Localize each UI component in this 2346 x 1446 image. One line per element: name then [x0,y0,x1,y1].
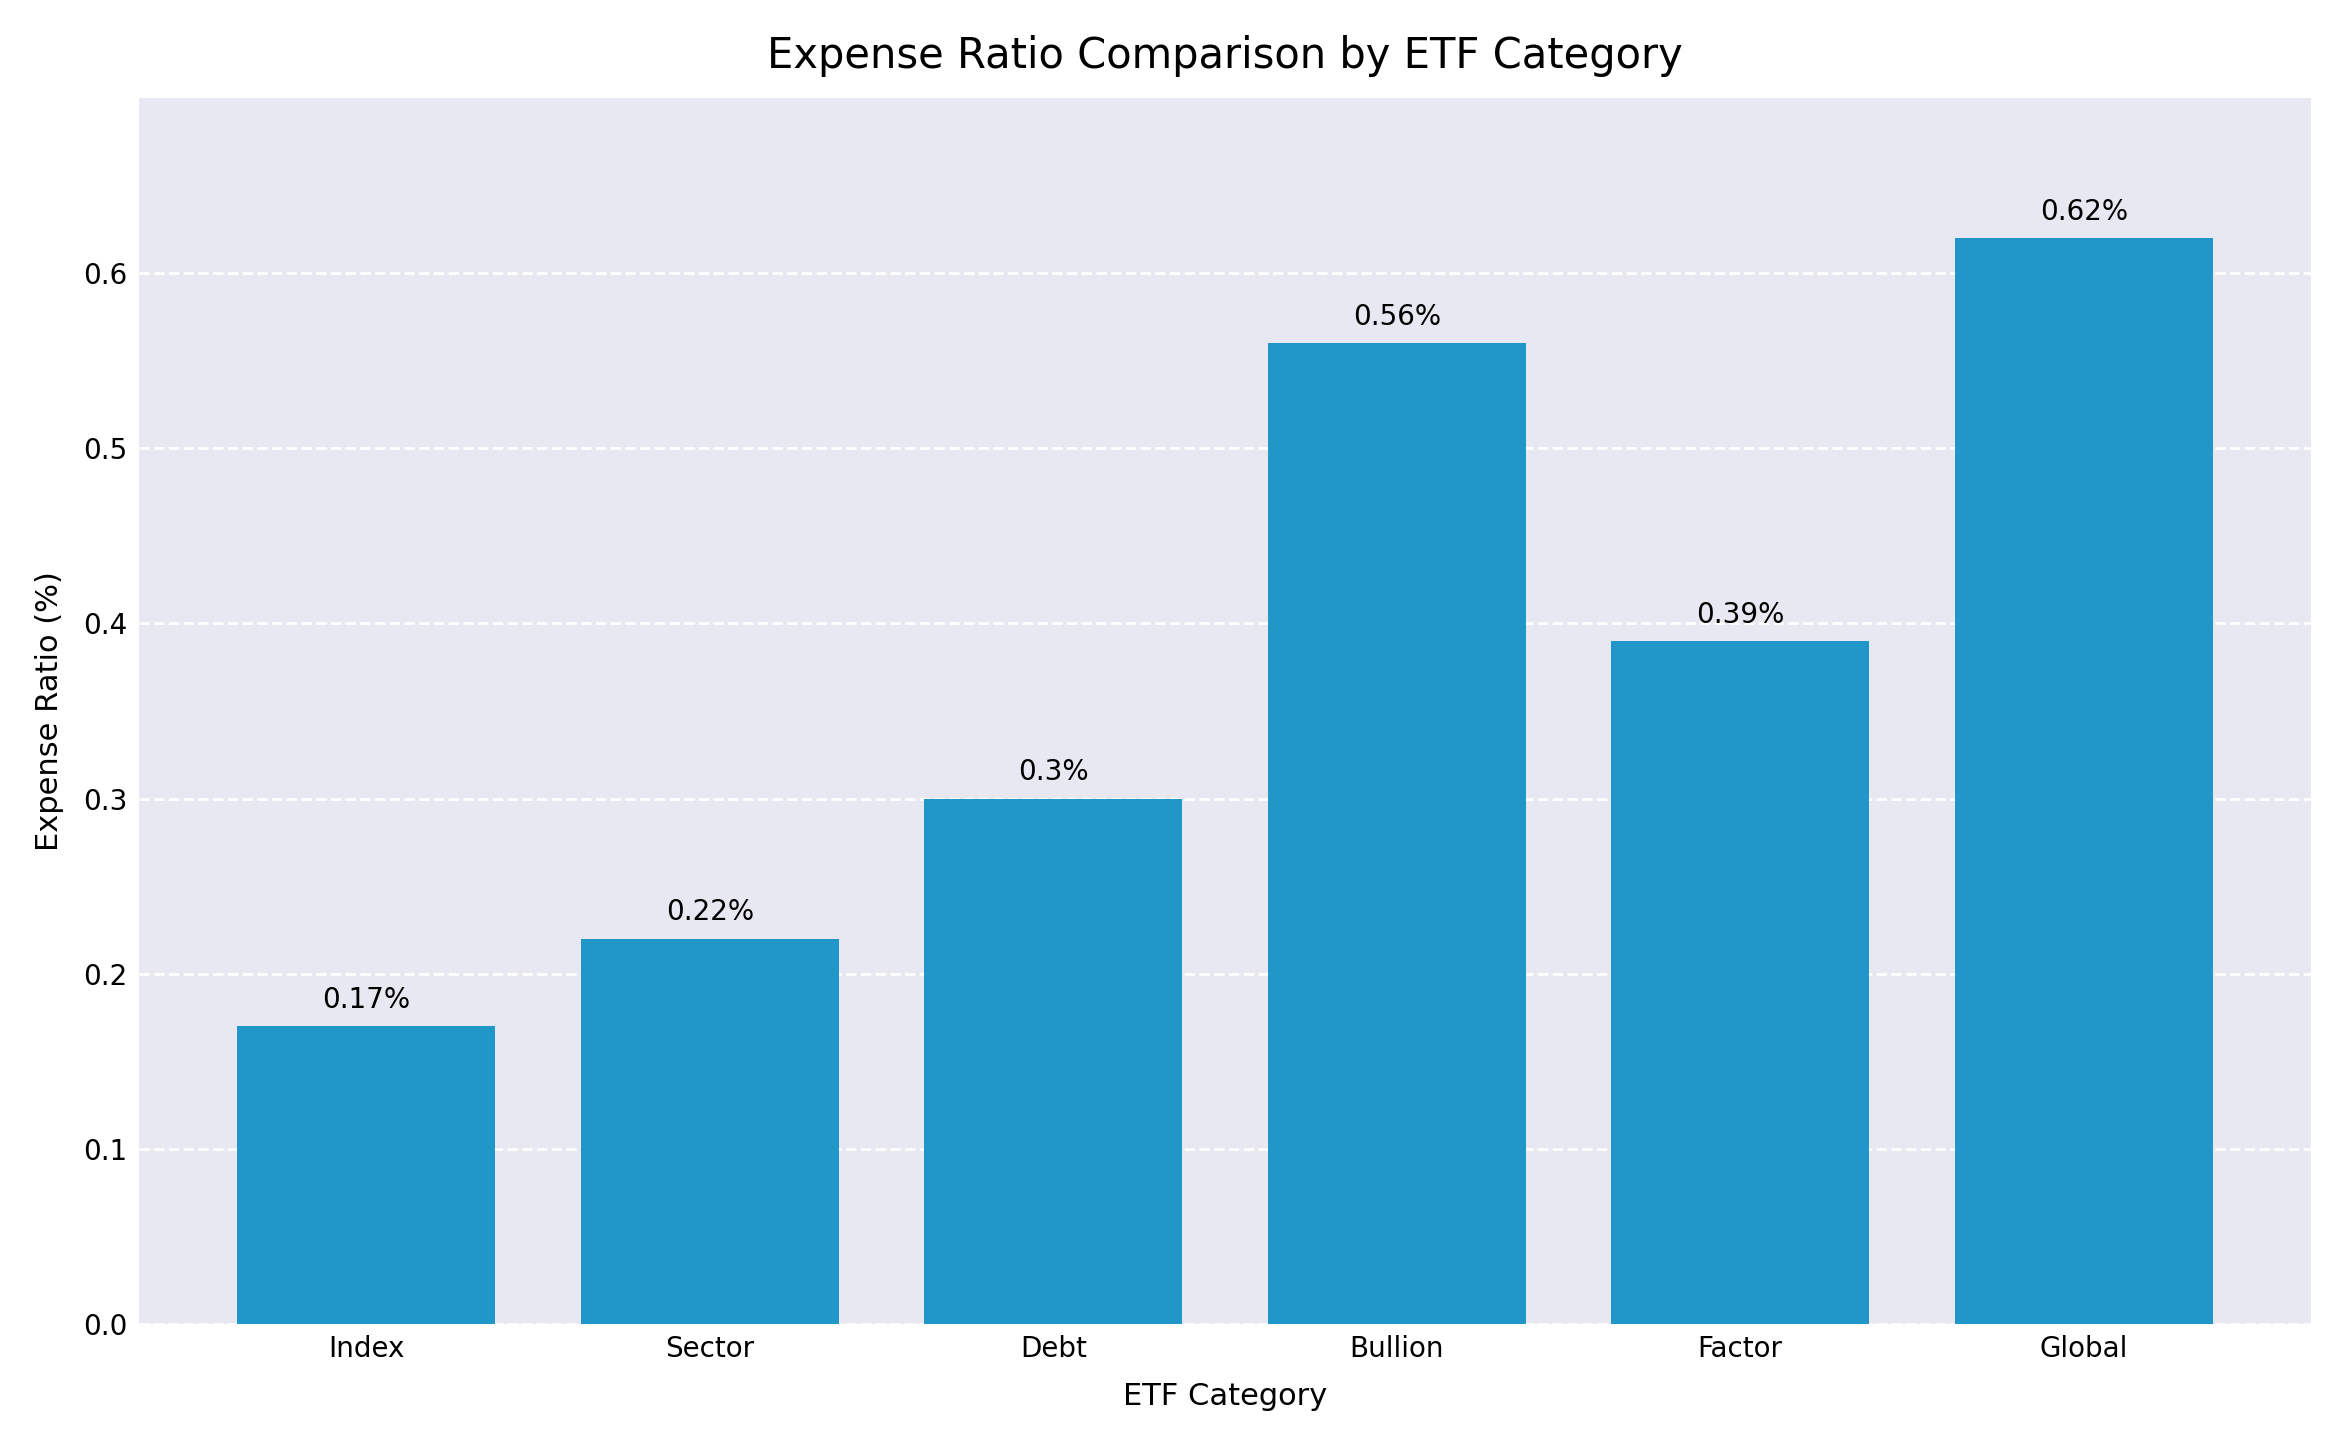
Y-axis label: Expense Ratio (%): Expense Ratio (%) [35,571,63,850]
Text: 0.39%: 0.39% [1696,600,1785,629]
Text: 0.62%: 0.62% [2039,198,2128,226]
Bar [237,1027,495,1323]
Text: 0.22%: 0.22% [666,898,753,927]
Bar [1267,343,1525,1323]
Text: 0.17%: 0.17% [321,986,411,1014]
Text: 0.3%: 0.3% [1018,758,1089,787]
Bar [582,938,838,1323]
Text: 0.56%: 0.56% [1354,304,1440,331]
Bar [924,798,1182,1323]
Title: Expense Ratio Comparison by ETF Category: Expense Ratio Comparison by ETF Category [767,35,1682,77]
X-axis label: ETF Category: ETF Category [1124,1382,1328,1411]
Bar [1612,641,1870,1323]
Bar [1954,239,2212,1323]
